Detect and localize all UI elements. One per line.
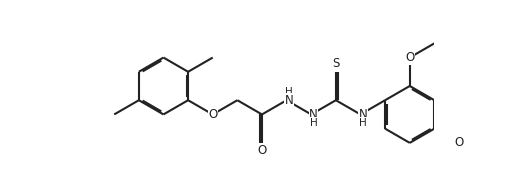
Text: H: H <box>285 87 293 97</box>
Text: O: O <box>257 144 267 157</box>
Text: S: S <box>332 57 340 70</box>
Text: O: O <box>454 136 463 149</box>
Text: O: O <box>405 51 414 64</box>
Text: O: O <box>208 108 217 121</box>
Text: H: H <box>359 118 367 128</box>
Text: N: N <box>285 94 294 107</box>
Text: H: H <box>310 118 317 128</box>
Text: N: N <box>309 108 318 121</box>
Text: N: N <box>358 108 367 121</box>
